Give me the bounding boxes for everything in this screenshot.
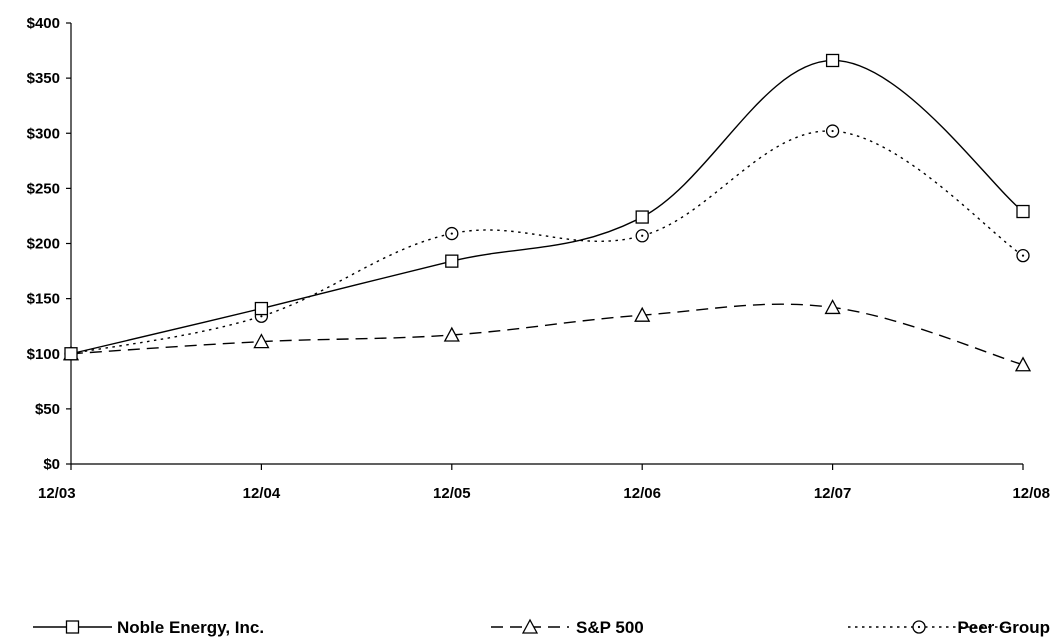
data-point-triangle <box>443 326 460 342</box>
legend: Noble Energy, Inc. S&P 500 Peer Group <box>33 618 1050 637</box>
data-point-triangle <box>1014 356 1032 372</box>
legend-label-circle: Peer Group <box>957 618 1050 637</box>
data-point-circle-center <box>831 129 834 133</box>
y-tick-label: $400 <box>27 15 60 32</box>
series-line-triangle <box>70 303 1024 366</box>
data-point-circle <box>445 226 459 241</box>
data-point-square <box>1016 204 1030 219</box>
x-tick-label: 12/07 <box>814 485 852 502</box>
legend-marker-circle-center <box>917 625 921 629</box>
data-point-circle-center <box>641 234 644 237</box>
data-point-square <box>64 347 78 361</box>
y-tick-label: $150 <box>27 291 60 308</box>
data-point-circle <box>825 124 840 138</box>
legend-marker-triangle <box>521 618 539 634</box>
y-tick-label: $250 <box>27 180 60 197</box>
legend-marker-circle <box>912 620 926 634</box>
data-point-circle-center <box>1021 254 1025 257</box>
series-line-circle <box>70 130 1024 355</box>
y-tick-label: $200 <box>27 236 60 253</box>
data-point-circle <box>1016 248 1030 263</box>
data-point-triangle <box>634 306 651 322</box>
series-layer <box>62 53 1032 372</box>
x-tick-label: 12/03 <box>38 485 76 502</box>
x-tick-label: 12/08 <box>1012 485 1050 502</box>
y-tick-label: $0 <box>43 456 60 473</box>
legend-label-triangle: S&P 500 <box>576 618 644 637</box>
data-point-circle-center <box>450 232 453 235</box>
data-point-circle-center <box>260 315 263 318</box>
data-point-triangle <box>253 333 270 349</box>
data-point-square <box>254 301 269 316</box>
y-tick-label: $50 <box>35 401 60 418</box>
legend-marker-square <box>65 620 80 634</box>
x-tick-label: 12/06 <box>623 485 661 502</box>
y-tick-label: $100 <box>27 346 60 363</box>
data-point-square <box>825 53 840 68</box>
data-point-triangle <box>824 299 841 315</box>
data-point-circle <box>635 229 649 243</box>
data-point-square <box>635 210 649 224</box>
x-tick-label: 12/04 <box>243 485 281 502</box>
y-tick-label: $300 <box>27 125 60 142</box>
legend-label-square: Noble Energy, Inc. <box>117 618 264 637</box>
data-point-square <box>445 254 459 268</box>
y-tick-label: $350 <box>27 70 60 87</box>
axes: $0 $50 $100 $150 $200 $250 $300 $350 $400 12/03 12… <box>27 15 1050 502</box>
x-tick-label: 12/05 <box>433 485 471 502</box>
series-line-square <box>70 59 1024 355</box>
